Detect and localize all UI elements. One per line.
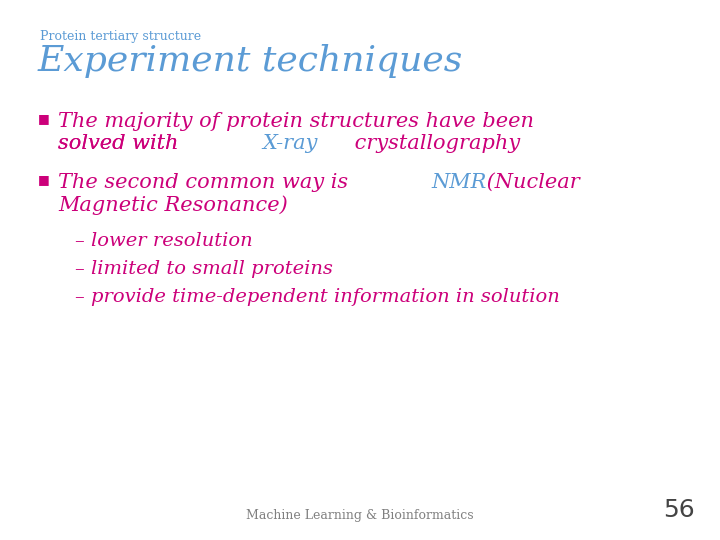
Text: Machine Learning & Bioinformatics: Machine Learning & Bioinformatics — [246, 509, 474, 522]
Text: – provide time-dependent information in solution: – provide time-dependent information in … — [75, 288, 559, 306]
Text: Experiment techniques: Experiment techniques — [38, 44, 463, 78]
Text: – limited to small proteins: – limited to small proteins — [75, 260, 333, 278]
Text: solved with: solved with — [58, 134, 185, 153]
Text: Protein tertiary structure: Protein tertiary structure — [40, 30, 201, 43]
Text: – lower resolution: – lower resolution — [75, 232, 253, 250]
Text: ■: ■ — [38, 173, 50, 186]
Text: (Nuclear: (Nuclear — [480, 173, 580, 192]
Text: crystallography: crystallography — [348, 134, 521, 153]
Text: X-ray: X-ray — [262, 134, 318, 153]
Text: 56: 56 — [663, 498, 695, 522]
Text: NMR: NMR — [432, 173, 487, 192]
Text: Magnetic Resonance): Magnetic Resonance) — [58, 195, 288, 215]
Text: The majority of protein structures have been: The majority of protein structures have … — [58, 112, 534, 131]
Text: The second common way is: The second common way is — [58, 173, 355, 192]
Text: ■: ■ — [38, 112, 50, 125]
Text: solved with: solved with — [58, 134, 185, 153]
